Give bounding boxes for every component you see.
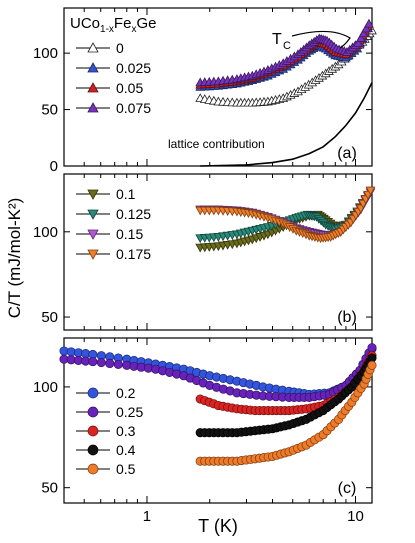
legend-panel-c: 0.2 0.25 0.3 0.4 0.5 xyxy=(76,385,143,477)
y-tick-label: 50 xyxy=(41,480,58,497)
legend-label: 0.25 xyxy=(116,404,143,420)
data-point xyxy=(87,209,99,220)
data-point xyxy=(87,102,99,113)
series-c-0.5 xyxy=(195,360,377,466)
data-point xyxy=(87,406,99,418)
legend-label: 0.2 xyxy=(116,385,136,401)
data-point xyxy=(87,425,99,437)
tc-subscript: C xyxy=(283,40,291,52)
legend-label: 0.15 xyxy=(116,226,143,242)
legend-label: 0.3 xyxy=(116,423,136,439)
data-point xyxy=(358,28,369,38)
data-point xyxy=(367,360,377,370)
data-point xyxy=(364,18,374,28)
tc-label: T xyxy=(272,31,282,48)
data-point xyxy=(87,62,99,73)
tc-arrow xyxy=(291,30,351,49)
y-axis-label: C/T (mJ/mol-K²) xyxy=(5,198,24,319)
data-point xyxy=(353,37,364,47)
lattice-label: lattice contribution xyxy=(168,137,265,151)
y-tick-label: 100 xyxy=(33,224,58,241)
series-a-0.075 xyxy=(195,18,374,87)
data-point xyxy=(365,186,376,196)
data-point xyxy=(113,359,123,369)
series-c-0.25 xyxy=(59,343,377,403)
x-tick-label: 1 xyxy=(143,508,151,525)
lattice-contribution-line xyxy=(200,82,373,167)
legend-label: 0.025 xyxy=(116,60,151,76)
data-point xyxy=(87,463,99,475)
legend-title: UCo1-xFexGe xyxy=(70,15,156,35)
axis-ticks: 0 50 100 50 100 50 100 1 10 xyxy=(33,8,372,525)
panel-c-label: (c) xyxy=(338,480,357,497)
data-point xyxy=(88,357,98,367)
data-point xyxy=(87,229,99,240)
y-tick-label: 50 xyxy=(41,102,58,119)
y-tick-label: 50 xyxy=(41,309,58,326)
data-point xyxy=(87,387,99,399)
legend-panel-a: 0 0.025 0.05 0.075 xyxy=(76,40,151,116)
data-point xyxy=(87,249,99,260)
legends: 00.0250.050.0750.10.1250.150.1750.20.250… xyxy=(76,40,151,477)
series-b-0.125 xyxy=(195,192,374,244)
tc-annotation: T C xyxy=(272,30,351,52)
data-point xyxy=(87,82,99,93)
panel-b-frame xyxy=(63,173,373,331)
legend-label: 0.4 xyxy=(116,442,136,458)
legend-label: 0.05 xyxy=(116,80,143,96)
legend-label: 0.175 xyxy=(116,246,151,262)
legend-label: 0.075 xyxy=(116,100,151,116)
legend-panel-b: 0.1 0.125 0.15 0.175 xyxy=(76,186,151,262)
panel-a-label: (a) xyxy=(337,145,357,162)
data-point xyxy=(355,33,366,42)
data-point xyxy=(87,42,99,53)
legend-label: 0.1 xyxy=(116,186,136,202)
y-tick-label: 100 xyxy=(33,379,58,396)
legend-label: 0 xyxy=(116,40,124,56)
data-point xyxy=(367,343,377,353)
data-point xyxy=(96,357,106,368)
panel-b-label: (b) xyxy=(337,309,357,326)
series-b-0.175 xyxy=(195,186,376,244)
x-tick-label: 10 xyxy=(347,508,364,525)
legend-label: 0.125 xyxy=(116,206,151,222)
data-point xyxy=(87,444,99,456)
data-point xyxy=(361,23,372,33)
x-axis-label: T (K) xyxy=(198,516,238,536)
plot-series xyxy=(59,18,377,466)
legend-label: 0.5 xyxy=(116,461,136,477)
y-tick-label: 100 xyxy=(33,45,58,62)
data-point xyxy=(87,189,99,200)
panel-c-frame xyxy=(63,337,373,504)
y-tick-label: 0 xyxy=(50,158,58,175)
data-point xyxy=(105,358,115,369)
